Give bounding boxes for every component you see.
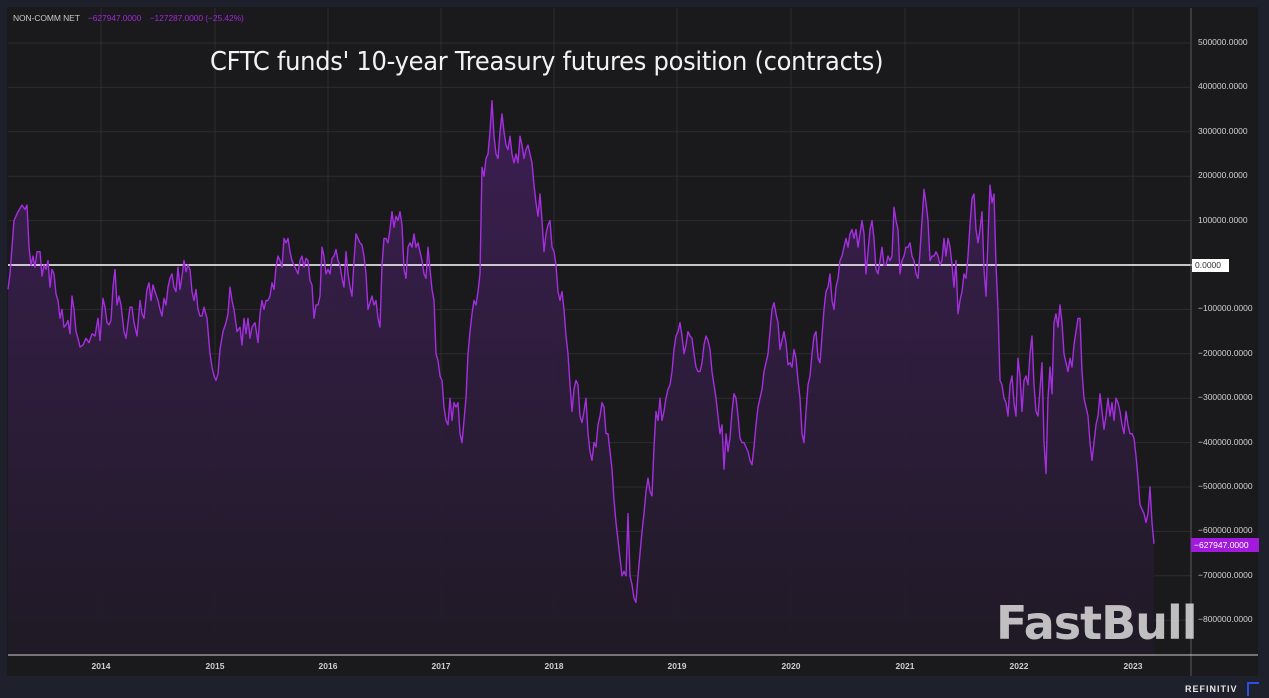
series-change: −127287.0000 (−25.42%) — [149, 13, 244, 23]
x-tick-label: 2014 — [91, 661, 111, 671]
x-tick-label: 2016 — [318, 661, 338, 671]
y-tick-label: −400000.0000 — [1198, 436, 1253, 447]
x-tick-label: 2020 — [781, 661, 801, 671]
y-tick-label: −600000.0000 — [1198, 525, 1253, 536]
series-legend: NON-COMM NET −627947.0000 −127287.0000 (… — [13, 13, 244, 23]
x-tick-label: 2015 — [205, 661, 225, 671]
refinitiv-label: REFINITIV — [1185, 684, 1238, 694]
y-tick-label: 500000.0000 — [1198, 37, 1248, 47]
y-tick-label: −200000.0000 — [1198, 347, 1253, 358]
fastbull-watermark: FastBull — [996, 596, 1197, 650]
series-line — [7, 100, 1155, 604]
last-price-badge: −627947.0000 — [1191, 538, 1259, 552]
x-tick-label: 2018 — [544, 661, 564, 671]
x-tick-label: 2021 — [895, 661, 915, 671]
y-tick-label: −500000.0000 — [1198, 481, 1253, 491]
y-tick-label: 400000.0000 — [1198, 81, 1248, 92]
y-tick-label: −700000.0000 — [1198, 569, 1253, 580]
x-tick-label: 2022 — [1009, 661, 1029, 671]
area-fill — [8, 100, 1154, 655]
y-tick-label: −800000.0000 — [1198, 614, 1253, 625]
x-tick-label: 2023 — [1123, 661, 1143, 671]
series-name: NON-COMM NET — [13, 13, 80, 23]
y-tick-label: 200000.0000 — [1198, 170, 1248, 181]
x-tick-label: 2019 — [667, 661, 687, 671]
chart-title: CFTC funds' 10-year Treasury futures pos… — [210, 47, 884, 77]
zero-price-badge: 0.0000 — [1192, 259, 1229, 272]
refinitiv-logo-icon — [1247, 682, 1259, 696]
series-last-value: −627947.0000 — [87, 13, 142, 23]
x-tick-label: 2017 — [431, 661, 451, 671]
y-tick-label: −300000.0000 — [1198, 392, 1253, 403]
y-tick-label: 300000.0000 — [1198, 125, 1248, 136]
y-tick-label: −100000.0000 — [1198, 303, 1253, 314]
y-tick-label: 100000.0000 — [1198, 214, 1248, 225]
